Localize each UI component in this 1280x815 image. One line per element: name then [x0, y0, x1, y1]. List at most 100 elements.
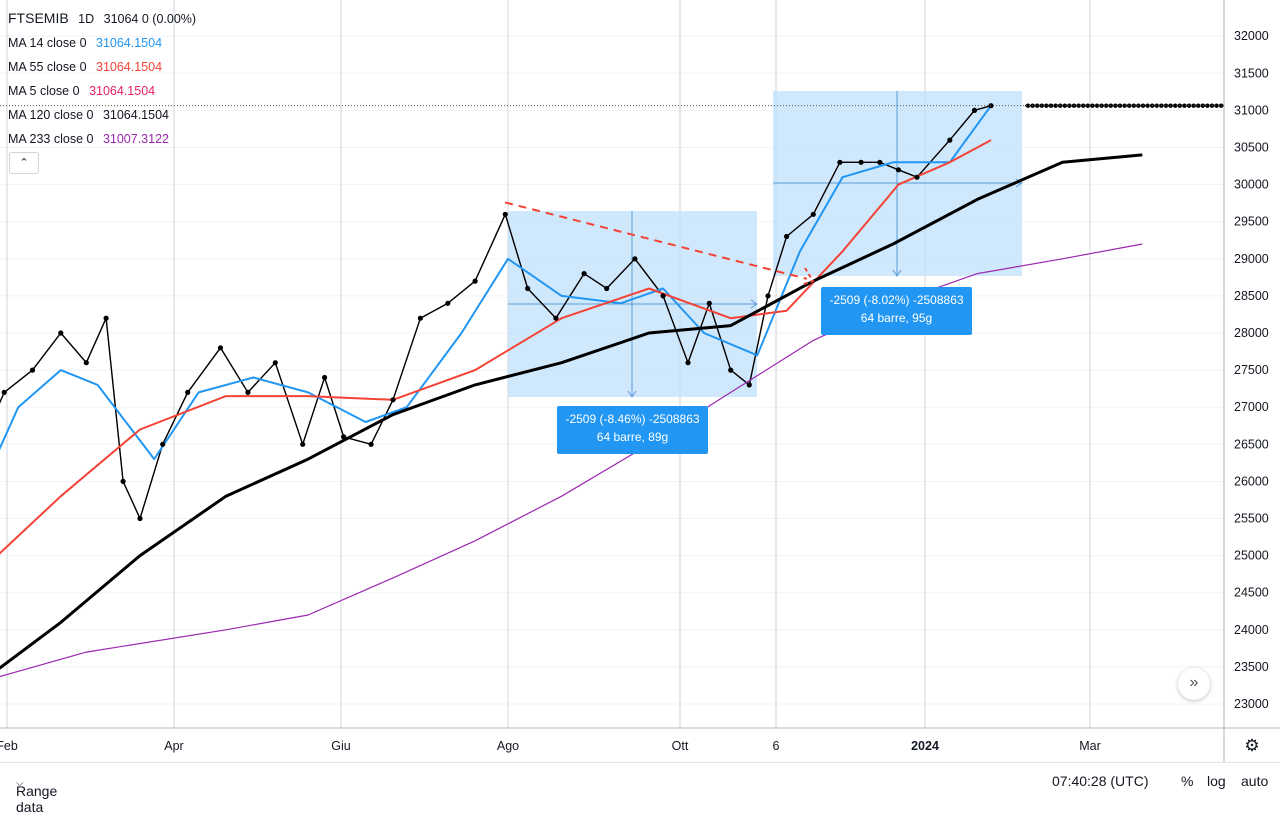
- price-point: [245, 389, 251, 395]
- projection-point: [1044, 103, 1049, 108]
- x-tick-label: Feb: [0, 739, 18, 753]
- arrow-head: [750, 299, 758, 309]
- clock: 07:40:28 (UTC): [1052, 773, 1149, 789]
- price-point: [877, 159, 883, 165]
- y-tick-label: 28500: [1234, 289, 1269, 303]
- ma-value: 31064.1504: [102, 108, 169, 122]
- projection-point: [1025, 103, 1031, 108]
- y-tick-label: 23500: [1234, 660, 1269, 674]
- projection-point: [1145, 103, 1150, 108]
- y-tick-label: 23000: [1234, 697, 1269, 711]
- legend-ma120[interactable]: MA 120 close 0 31064.1504: [8, 103, 196, 127]
- ma120-line: [0, 153, 1143, 670]
- auto-toggle[interactable]: auto: [1241, 773, 1269, 789]
- price-point: [390, 397, 396, 403]
- price-point: [746, 382, 752, 388]
- chevron-down-icon: ⌵: [16, 778, 24, 789]
- measure-change: -2509 (-8.46%) -2508863: [565, 412, 700, 426]
- price-point: [58, 330, 64, 336]
- settings-gear-icon[interactable]: ⚙: [1244, 736, 1260, 755]
- ma55-line: [0, 139, 992, 555]
- legend-ma5[interactable]: MA 5 close 0 31064.1504: [8, 79, 196, 103]
- legend-ma14[interactable]: MA 14 close 0 31064.1504: [8, 31, 196, 55]
- price-point: [581, 271, 587, 277]
- measure-boxes: [508, 91, 1023, 398]
- price-point: [272, 360, 278, 366]
- price-point: [217, 345, 224, 351]
- y-tick-label: 25000: [1234, 549, 1269, 563]
- projection-point: [1131, 103, 1137, 108]
- ma-label: MA 120 close 0: [8, 108, 94, 122]
- projection-point: [1127, 103, 1132, 108]
- projection-point: [1191, 103, 1196, 108]
- projection-point: [1094, 103, 1100, 108]
- ma-label: MA 5 close 0: [8, 84, 80, 98]
- arrow-head: [627, 390, 637, 398]
- projection-point: [1035, 103, 1040, 108]
- price-point: [971, 107, 978, 113]
- percent-toggle[interactable]: %: [1181, 773, 1194, 789]
- y-tick-label: 24500: [1234, 586, 1269, 600]
- measure-change: -2509 (-8.02%) -2508863: [829, 293, 964, 307]
- ma14-line: [0, 105, 992, 461]
- ma-label: MA 55 close 0: [8, 60, 87, 74]
- price-point: [525, 285, 531, 292]
- price-point: [472, 278, 478, 284]
- y-tick-label: 29500: [1234, 215, 1269, 229]
- bottom-toolbar: Range data ⌵ 07:40:28 (UTC) % log auto: [0, 762, 1280, 815]
- interval-label: 1D: [78, 12, 95, 26]
- projection-point: [1196, 103, 1201, 108]
- ma233-line: [0, 243, 1143, 678]
- y-tick-label: 30500: [1234, 141, 1269, 155]
- price-point: [837, 159, 843, 165]
- x-tick-label: 2024: [911, 739, 939, 753]
- collapse-legend-button[interactable]: ⌃: [9, 152, 39, 174]
- log-toggle[interactable]: log: [1207, 773, 1226, 789]
- price-point: [185, 389, 191, 395]
- measure-label-2: -2509 (-8.02%) -2508863 64 barre, 95g: [821, 287, 972, 335]
- projection-point: [1173, 103, 1178, 108]
- projection-point: [1214, 103, 1219, 108]
- x-tick-label: Ott: [672, 739, 689, 753]
- projection-point: [1205, 103, 1210, 108]
- x-tick-label: Giu: [331, 739, 351, 753]
- legend-ma233[interactable]: MA 233 close 0 31007.3122: [8, 127, 196, 151]
- projection-point: [1062, 103, 1068, 108]
- price-point: [660, 293, 666, 299]
- arrow-head: [892, 269, 902, 277]
- price-point: [445, 300, 451, 306]
- projection-point: [1154, 103, 1160, 108]
- chevron-up-icon: ⌃: [19, 157, 29, 169]
- price-point: [83, 360, 89, 366]
- projection-point: [1163, 103, 1169, 108]
- price-points: [1, 103, 994, 522]
- legend-ma55[interactable]: MA 55 close 0 31064.1504: [8, 55, 196, 79]
- price-value: 31064: [103, 12, 139, 26]
- price-point: [632, 256, 638, 262]
- price-point: [947, 137, 953, 143]
- projection-point: [1122, 103, 1127, 108]
- price-point: [368, 441, 374, 447]
- price-point: [895, 167, 902, 173]
- projection-point: [1053, 103, 1058, 108]
- projection-point: [1058, 103, 1063, 108]
- x-tick-label: Mar: [1079, 739, 1101, 753]
- y-tick-label: 26000: [1234, 474, 1269, 488]
- price-point: [322, 374, 328, 381]
- price-point: [858, 159, 864, 165]
- range-data-button[interactable]: Range data ⌵: [16, 773, 57, 815]
- ma-value: 31064.1504: [89, 84, 156, 98]
- ma-label: MA 14 close 0: [8, 36, 87, 50]
- price-point: [103, 315, 109, 321]
- y-tick-label: 28000: [1234, 326, 1269, 340]
- price-point: [120, 478, 126, 484]
- scroll-to-realtime-button[interactable]: »: [1178, 668, 1210, 700]
- ma-value: 31007.3122: [102, 132, 169, 146]
- ma-label: MA 233 close 0: [8, 132, 94, 146]
- ma-value: 31064.1504: [96, 60, 163, 74]
- price-point: [914, 174, 920, 180]
- projection-point: [1076, 103, 1081, 108]
- price-axis: 23000 23500 24000 24500 25000 25500 26000 26500…: [0, 0, 1280, 762]
- price-point: [341, 434, 347, 440]
